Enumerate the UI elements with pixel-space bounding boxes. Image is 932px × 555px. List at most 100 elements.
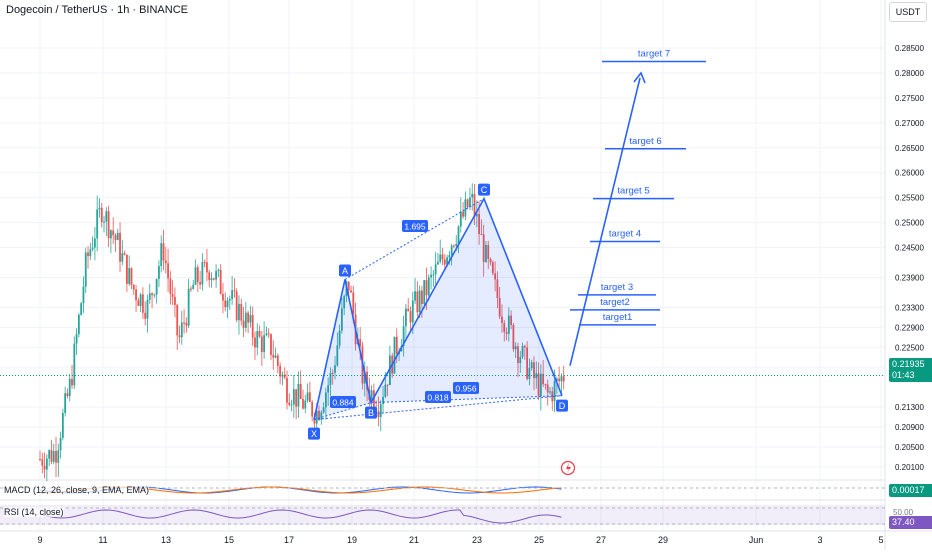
candle-body [496, 279, 499, 298]
candle-body [432, 274, 435, 276]
candle-body [215, 271, 217, 280]
price-tick-label: 0.27000 [895, 119, 924, 128]
candle-body [324, 392, 327, 408]
candle-body [160, 243, 163, 267]
candle-body [437, 261, 439, 265]
candle-body [171, 293, 174, 297]
projection-arrow-line [569, 77, 641, 366]
candle-body [73, 343, 76, 386]
candle-body [41, 459, 44, 466]
candle-body [489, 258, 492, 263]
candle-body [480, 234, 483, 236]
last-price-countdown: 01:43 [892, 370, 915, 380]
time-tick-label: 13 [161, 535, 171, 545]
price-tick-label: 0.26500 [895, 144, 924, 153]
candle-body [249, 314, 252, 323]
price-tick-label: 0.23300 [895, 303, 924, 312]
candle-body [546, 384, 549, 393]
candle-body [164, 260, 167, 264]
candle-body [514, 346, 517, 350]
candle-body [487, 244, 490, 259]
candle-body [93, 238, 96, 248]
candle-body [98, 207, 101, 210]
candle-body [411, 300, 414, 323]
candle-body [91, 247, 94, 250]
candle-body [498, 297, 501, 317]
currency-selector[interactable]: USDT [889, 2, 927, 22]
candle-body [82, 286, 85, 304]
candle-body [194, 267, 197, 285]
candle-body [263, 335, 266, 353]
candle-body [201, 262, 204, 285]
candle-body [242, 320, 245, 328]
pattern-point-a-marker [339, 264, 351, 277]
candle-body [135, 289, 137, 301]
candle-body [485, 244, 487, 263]
macd-indicator-label[interactable]: MACD (12, 26, close, 9, EMA, EMA) [4, 485, 150, 495]
candle-body [183, 322, 185, 324]
candle-body [217, 269, 220, 272]
time-tick-label: Jun [749, 535, 764, 545]
candle-body [425, 280, 428, 296]
macd-value: 0.00017 [889, 484, 932, 497]
candle-body [549, 391, 551, 393]
price-tick-label: 0.22500 [895, 343, 924, 352]
candle-body [87, 252, 89, 257]
candle-body [331, 372, 334, 374]
price-tick-label: 0.20500 [895, 443, 924, 452]
pattern-point-d-label: D [559, 401, 566, 411]
candle-body [190, 288, 192, 290]
time-tick-label: 27 [596, 535, 606, 545]
candle-body [64, 393, 67, 414]
price-tick-label: 0.22900 [895, 323, 924, 332]
candle-body [475, 213, 478, 217]
candle-body [222, 293, 224, 301]
candle-body [256, 331, 259, 348]
candle-body [84, 252, 87, 287]
candle-body [295, 389, 298, 407]
candle-body [109, 230, 112, 239]
candle-body [443, 259, 446, 265]
pattern-ratio-line [313, 402, 372, 421]
candle-body [334, 365, 336, 373]
candle-body [260, 336, 263, 353]
candle-body [288, 402, 291, 405]
candle-body [469, 197, 471, 208]
target-label: target 5 [617, 186, 649, 197]
candle-body [453, 245, 455, 247]
candle-body [39, 459, 41, 461]
candle-body [329, 372, 332, 386]
candle-body [128, 268, 131, 284]
candle-body [212, 278, 215, 280]
candle-body [146, 299, 149, 319]
rsi-indicator-label[interactable]: RSI (14, close) [4, 507, 64, 517]
candle-body [52, 450, 55, 462]
candle-body [322, 407, 325, 413]
candle-body [105, 211, 108, 222]
candle-body [107, 211, 110, 239]
candle-body [142, 294, 144, 313]
candle-body [180, 322, 183, 338]
candle-body [210, 278, 213, 281]
time-tick-label: 21 [409, 535, 419, 545]
candle-body [226, 300, 229, 308]
candle-body [505, 332, 508, 334]
candle-body [50, 450, 53, 462]
candle-body [196, 267, 199, 283]
price-tick-label: 0.21300 [895, 403, 924, 412]
last-price-value: 0.21935 [892, 359, 925, 369]
pattern-point-x-label: X [311, 429, 317, 439]
pattern-point-x-marker [308, 427, 320, 440]
candle-body [320, 412, 323, 420]
pattern-point-b-marker [365, 406, 377, 419]
candle-body [384, 384, 387, 397]
candle-body [71, 378, 73, 386]
candle-body [372, 390, 375, 409]
candle-body [167, 263, 169, 279]
candle-body [510, 315, 513, 325]
candle-body [272, 354, 275, 358]
candle-body [192, 284, 195, 290]
candle-body [340, 308, 343, 331]
